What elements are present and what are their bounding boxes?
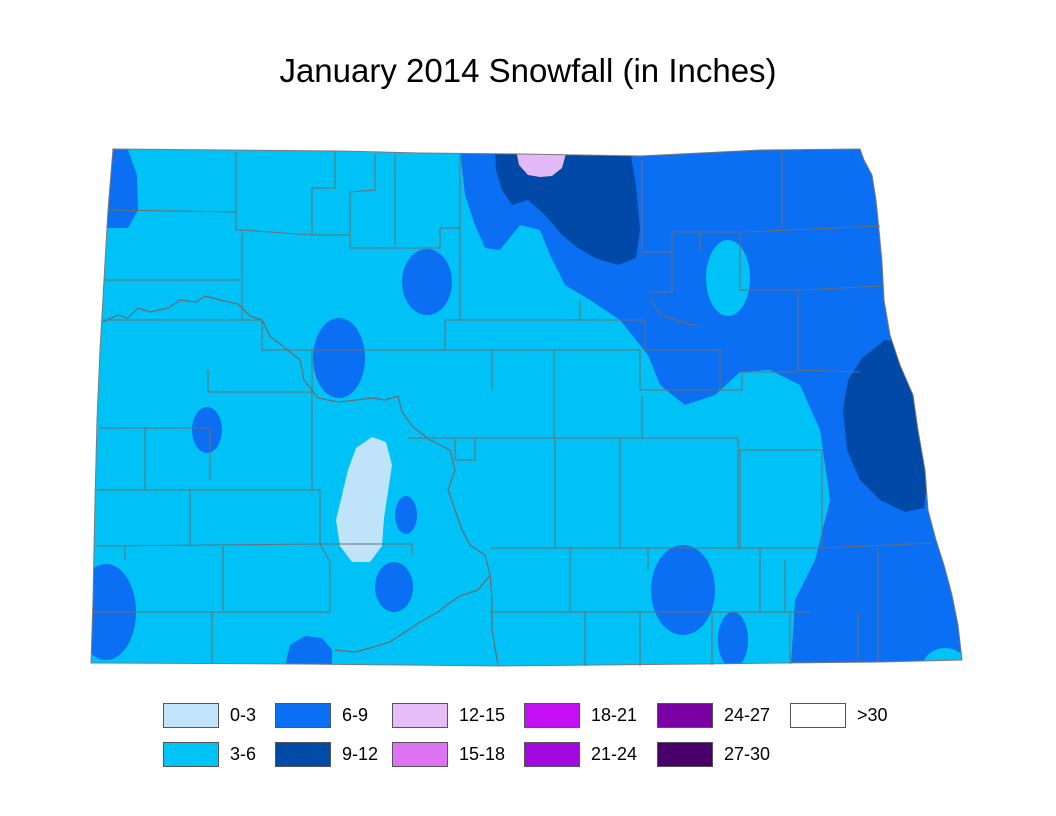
river-lines <box>102 295 701 666</box>
snow-zone-6-9-northwest <box>106 149 138 228</box>
snow-zone-12-15-north <box>516 150 567 177</box>
snow-zone-6-9-spot <box>192 407 222 453</box>
snow-zone-3-6-island <box>923 648 962 666</box>
snow-zone-9-12-north <box>495 150 640 265</box>
snow-zone-6-9-spot <box>402 249 452 315</box>
snow-zone-0-3-central <box>336 437 392 562</box>
snow-zone-6-9-spot <box>651 545 715 635</box>
map-title: January 2014 Snowfall (in Inches) <box>279 52 777 89</box>
county-lines <box>93 150 933 666</box>
snow-zone-3-6-island <box>706 240 750 316</box>
snow-zone-6-9-northeast <box>460 149 962 666</box>
snow-zone-6-9-spot <box>718 612 748 666</box>
snow-zone-6-9-spot <box>285 636 332 666</box>
snow-zone-6-9-spot <box>375 562 413 612</box>
state-outline <box>90 148 963 667</box>
snow-zone-9-12-east <box>843 340 928 512</box>
snow-zone-6-9-spot <box>395 496 417 534</box>
snow-zone-6-9-spot <box>313 318 365 398</box>
